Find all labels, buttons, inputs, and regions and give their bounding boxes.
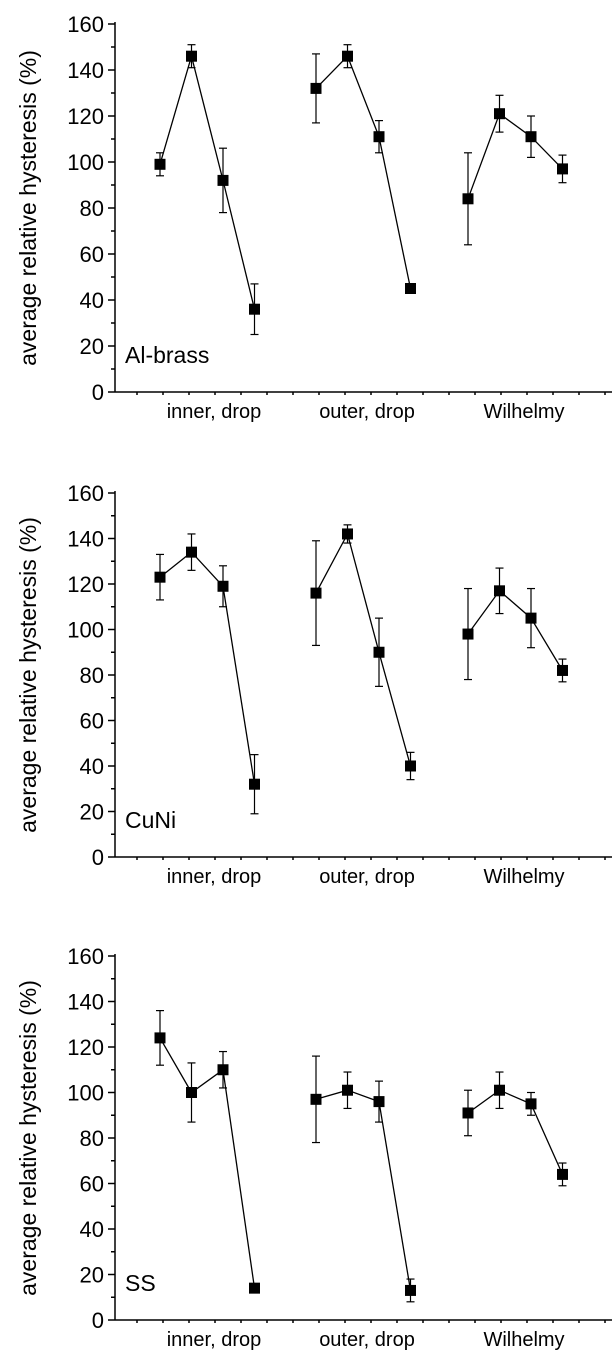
x-category-label: outer, drop [319,866,415,888]
data-point [186,50,197,62]
panel-label: CuNi [125,807,176,833]
y-tick-label: 0 [92,380,104,405]
series-line [159,1037,256,1289]
y-tick-label: 100 [67,1081,104,1106]
data-point [310,1093,322,1105]
y-tick-label: 140 [67,990,104,1015]
x-category-label: outer, drop [319,1329,415,1351]
data-point [525,1098,537,1110]
x-category-label: Wilhelmy [483,1329,564,1351]
chart-panel-1: 0 20 40 60 80 100 120 140 160 inner, drop outer, d… [15,12,612,423]
panel-label: Al-brass [125,342,209,368]
data-point [525,131,537,143]
y-axis-title: average relative hysteresis (%) [15,980,41,1296]
chart-panel-3: 0 20 40 60 80 100 120 140 160 inner, drop outer, d… [15,944,612,1351]
data-point [462,193,474,205]
data-point [217,174,229,186]
x-category-label: Wilhelmy [483,866,564,888]
data-point [557,163,568,175]
data-point [373,646,385,658]
y-tick-label: 40 [80,1217,104,1242]
series-line [467,1089,564,1175]
y-tick-label: 60 [80,1172,104,1197]
series-line [159,53,256,310]
data-point [405,1284,416,1296]
y-axis-title: average relative hysteresis (%) [15,517,41,833]
y-tick-label: 160 [67,481,104,506]
series-line [467,589,564,671]
data-point [494,108,505,120]
data-point [557,664,568,676]
y-tick-label: 100 [67,150,104,175]
y-tick-label: 0 [92,845,104,870]
data-point [525,612,537,624]
y-tick-label: 60 [80,709,104,734]
y-tick-label: 100 [67,618,104,643]
series-line [315,55,412,289]
y-tick-label: 80 [80,196,104,221]
x-category-label: inner, drop [167,1329,262,1351]
y-tick-label: 120 [67,1035,104,1060]
y-tick-label: 80 [80,1126,104,1151]
y-tick-label: 20 [80,1263,104,1288]
series-line [315,532,412,767]
data-point [310,82,322,94]
y-tick-label: 120 [67,572,104,597]
x-category-label: inner, drop [167,401,262,423]
y-tick-label: 20 [80,800,104,825]
data-point [217,1064,229,1076]
chart-panel-2: 0 20 40 60 80 100 120 140 160 inner, drop outer, d… [15,481,612,888]
panel-label: SS [125,1270,156,1296]
data-point [557,1168,568,1180]
y-tick-label: 60 [80,242,104,267]
y-tick-label: 0 [92,1308,104,1333]
data-point [154,1032,166,1044]
data-point [217,580,229,592]
x-category-label: inner, drop [167,866,262,888]
series-line [467,112,563,200]
data-point [405,760,416,772]
x-category-label: Wilhelmy [483,401,564,423]
y-tick-label: 20 [80,334,104,359]
data-point [494,1084,505,1096]
data-point [249,1282,260,1294]
y-tick-label: 80 [80,663,104,688]
x-category-label: outer, drop [319,401,415,423]
data-point [154,571,166,583]
data-point [373,1096,385,1108]
data-point [462,628,474,640]
y-tick-label: 140 [67,527,104,552]
data-point [342,528,353,540]
data-point [373,131,385,143]
data-point [310,587,322,599]
y-tick-label: 40 [80,288,104,313]
y-tick-label: 160 [67,12,104,37]
data-point [186,1087,197,1098]
series-line [159,551,256,785]
data-point [249,778,260,790]
data-point [342,1084,353,1096]
series-line [315,1089,412,1291]
data-point [494,585,505,597]
y-tick-label: 120 [67,104,104,129]
y-tick-label: 160 [67,944,104,969]
y-tick-label: 140 [67,58,104,83]
data-point [342,50,353,62]
data-point [154,158,166,170]
y-tick-label: 40 [80,754,104,779]
data-point [405,283,416,294]
data-point [462,1107,474,1119]
data-point [186,546,197,558]
y-axis-title: average relative hysteresis (%) [15,50,41,366]
data-point [249,303,260,315]
